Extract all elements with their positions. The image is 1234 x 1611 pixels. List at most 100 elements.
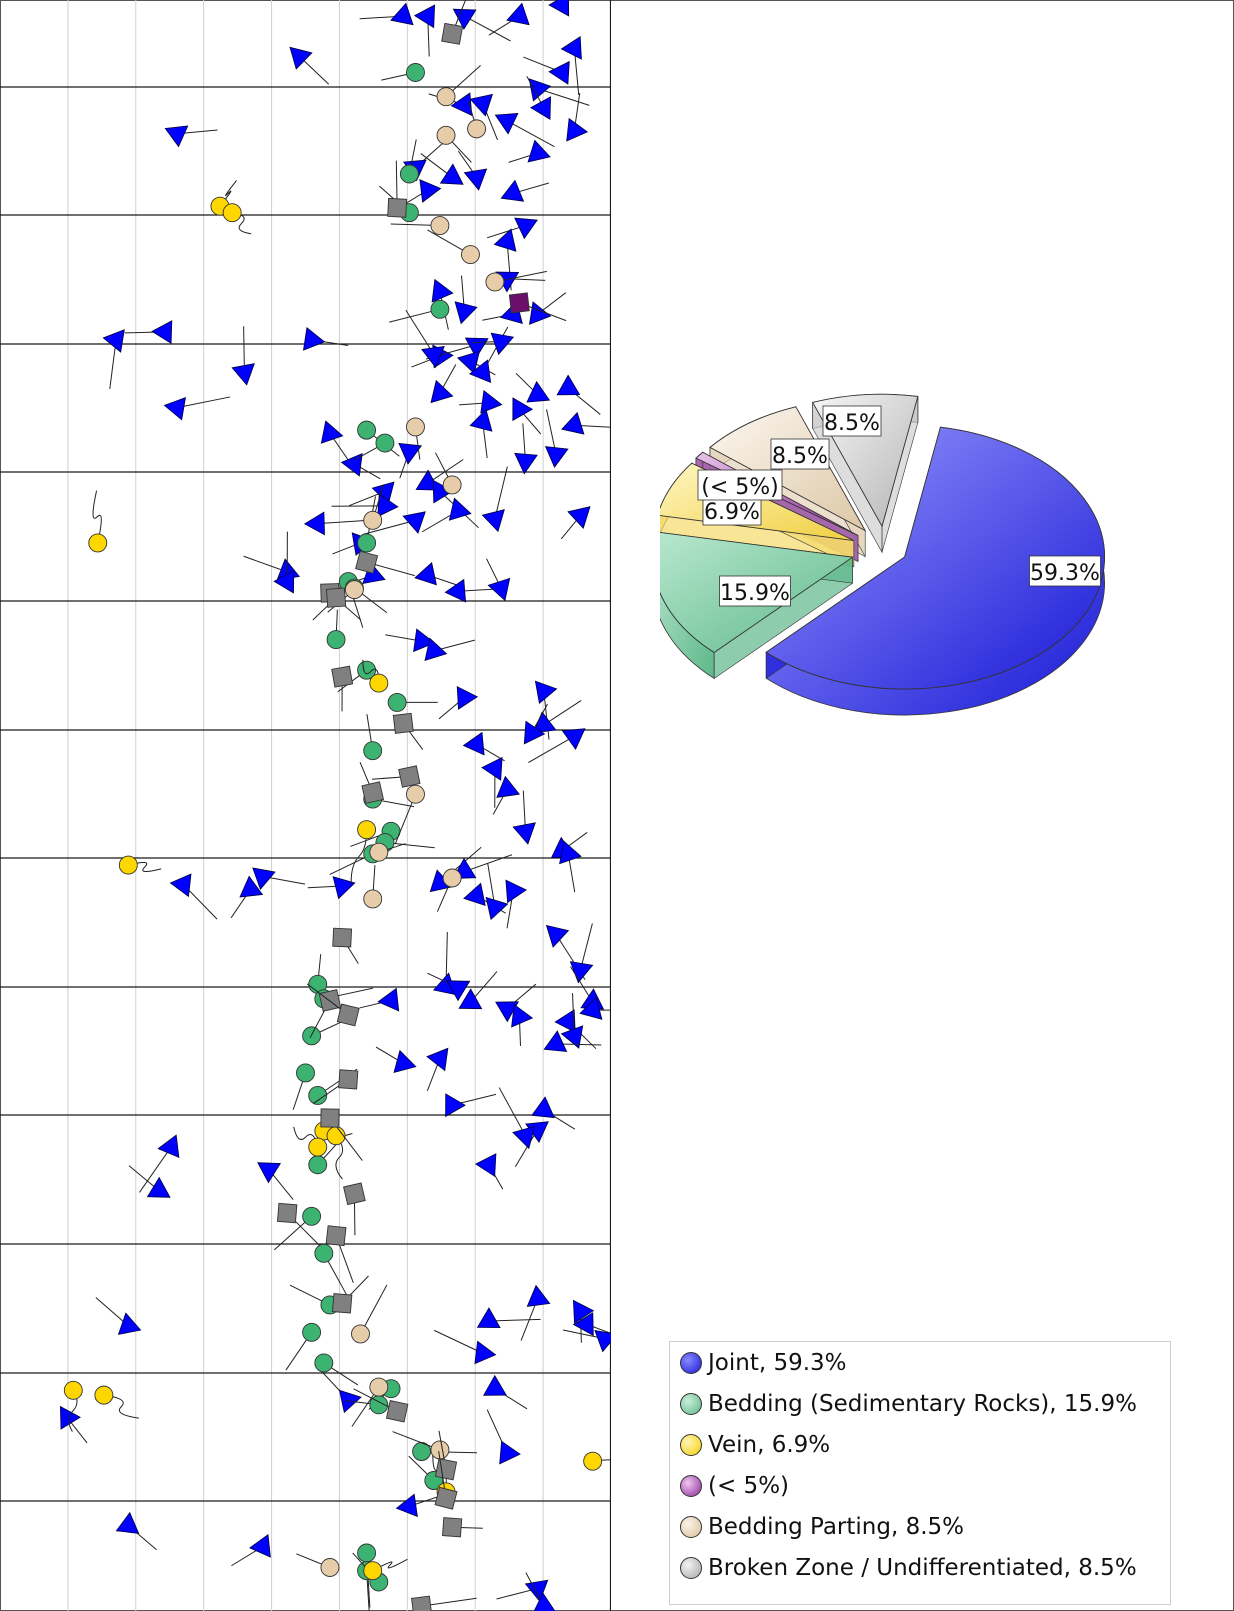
tadpole-head	[483, 1374, 507, 1396]
tadpole-square	[325, 1225, 354, 1283]
tadpole-tail	[546, 409, 557, 455]
legend-label: (< 5%)	[708, 1473, 790, 1499]
tadpole-head	[436, 87, 456, 107]
legend-entry-bedding-parting: Bedding Parting, 8.5%	[680, 1510, 964, 1544]
tadpole-head	[320, 420, 344, 444]
tadpole-tail	[243, 555, 288, 573]
tadpole-triangle	[528, 728, 586, 764]
data-label-box	[822, 405, 882, 437]
legend-swatch-other	[680, 1475, 702, 1497]
tadpole-circle	[285, 1322, 322, 1371]
tadpole-head	[406, 784, 425, 804]
tadpole-circle	[485, 270, 547, 292]
tadpole-head	[94, 1385, 114, 1405]
tadpole-head	[527, 139, 551, 163]
tadpole-head	[257, 1162, 282, 1184]
tadpole-head	[413, 4, 436, 29]
tadpole-triangle	[139, 1134, 180, 1193]
tadpole-triangle	[359, 2, 414, 26]
tadpole-triangle	[169, 873, 218, 920]
tadpole-head	[457, 350, 480, 375]
tadpole-head	[481, 509, 505, 533]
tadpole-circle	[381, 63, 425, 82]
tadpole-tail	[494, 466, 508, 519]
tadpole-head	[369, 842, 389, 862]
tadpole-triangle	[469, 326, 509, 384]
tadpole-head	[157, 1134, 180, 1159]
tadpole-head	[566, 117, 589, 142]
tadpole-head	[469, 408, 493, 432]
tadpole-triangle	[515, 372, 551, 403]
tadpole-head	[500, 179, 525, 202]
pie-slice-0	[765, 426, 1106, 716]
tadpole-square	[355, 550, 415, 577]
tadpole-triangle	[303, 511, 364, 536]
tadpole-head	[63, 1380, 83, 1400]
tadpole-head	[480, 389, 503, 414]
tadpole-triangle	[452, 8, 511, 42]
tadpole-head	[411, 1595, 433, 1611]
tadpole-triangle	[102, 329, 125, 390]
tadpole-triangle	[331, 493, 399, 518]
tadpole-triangle	[579, 996, 611, 1020]
tadpole-head	[355, 550, 379, 574]
tadpole-head	[361, 781, 385, 804]
tadpole-head	[369, 673, 389, 693]
tadpole-triangle	[252, 867, 306, 890]
tadpole-triangle	[427, 972, 471, 1002]
tadpole-head	[430, 216, 450, 235]
tadpole-triangle	[486, 217, 538, 240]
tadpole-head	[222, 203, 242, 223]
tadpole-triangle	[476, 1307, 541, 1329]
tadpole-triangle	[544, 409, 569, 468]
tadpole-tail	[317, 520, 364, 525]
tadpole-square	[371, 765, 421, 788]
tadpole-triangle	[486, 1409, 521, 1465]
tadpole-circle	[351, 1284, 388, 1344]
tadpole-head	[485, 272, 505, 292]
tadpole-head	[377, 493, 399, 518]
tadpole-triangle	[434, 1329, 497, 1365]
legend-swatch-joint	[680, 1352, 702, 1374]
tadpole-head	[338, 1069, 359, 1090]
tadpole-head	[461, 245, 480, 264]
tadpole-head	[102, 329, 125, 353]
tadpole-head	[392, 712, 414, 734]
tadpole-triangle	[471, 332, 515, 356]
tadpole-head	[442, 1517, 463, 1538]
tadpole-triangle	[554, 1009, 597, 1050]
tadpole-triangle	[498, 1087, 536, 1150]
tadpole-triangle	[454, 275, 478, 325]
tadpole-head	[572, 1299, 595, 1324]
tadpole-points	[59, 0, 611, 1611]
tadpole-circle	[289, 1284, 340, 1315]
tadpole-triangle	[414, 562, 465, 588]
tadpole-circle	[390, 216, 450, 235]
tadpole-head	[476, 1307, 501, 1329]
tadpole-circle	[118, 855, 162, 875]
tadpole-head	[325, 1225, 347, 1247]
tadpole-head	[302, 1206, 322, 1226]
data-label-box	[697, 469, 783, 501]
tadpole-triangle	[566, 92, 589, 142]
tadpole-tail	[574, 424, 611, 428]
tadpole-circle	[363, 714, 383, 761]
tadpole-triangle	[430, 364, 457, 404]
tadpole-circle	[326, 609, 346, 650]
tadpole-triangle	[421, 497, 472, 533]
tadpole-tail	[219, 180, 237, 207]
tadpole-head	[332, 876, 356, 900]
tadpole-circle	[308, 1068, 358, 1105]
tadpole-tail	[109, 339, 117, 390]
data-label-box	[1029, 555, 1101, 587]
tadpole-circle	[222, 203, 252, 235]
tadpole-head	[548, 60, 570, 85]
data-label: 59.3%	[1029, 555, 1101, 587]
tadpole-triangle	[413, 4, 436, 57]
legend-entry-broken-zone: Broken Zone / Undifferentiated, 8.5%	[680, 1551, 1137, 1585]
tadpole-head	[560, 1025, 584, 1049]
tadpole-triangle	[475, 1153, 504, 1190]
tadpole-square	[306, 983, 360, 1027]
tadpole-head	[357, 533, 377, 553]
tadpole-triangle	[512, 790, 536, 845]
